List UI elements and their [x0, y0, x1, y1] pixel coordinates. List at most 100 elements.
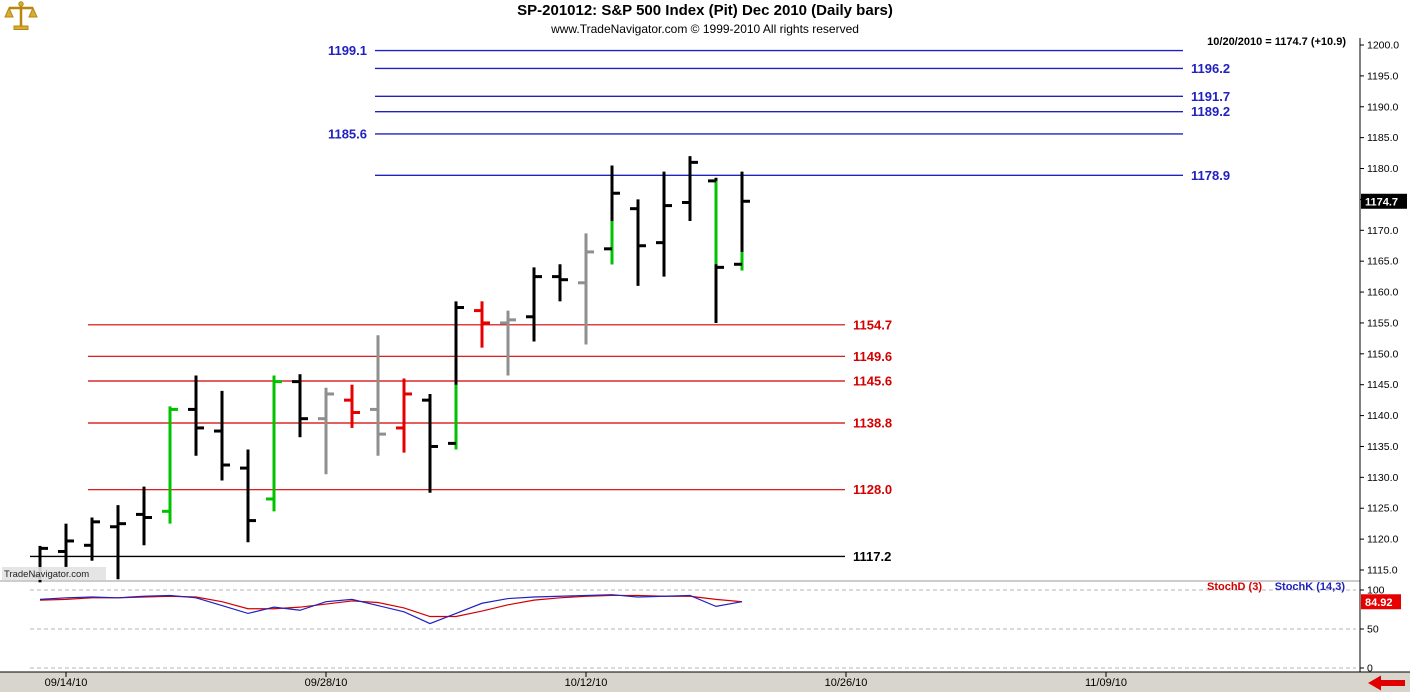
resistance-label: 1191.7	[1191, 89, 1230, 104]
price-bar-10/08/10	[526, 267, 542, 342]
bottom-axis-bar	[0, 672, 1410, 692]
price-bar-10/05/10	[448, 301, 464, 450]
price-axis-label: 1165.0	[1367, 256, 1398, 268]
price-axis-label: 1180.0	[1367, 163, 1398, 175]
support-label: 1138.8	[853, 416, 892, 431]
price-bar-09/27/10	[292, 374, 308, 438]
last-quote-readout: 10/20/2010 = 1174.7 (+10.9)	[1207, 36, 1346, 48]
price-bar-10/13/10	[604, 165, 620, 265]
stoch-gridlines	[30, 589, 1356, 669]
support-line-1145.6: 1145.6	[88, 374, 892, 389]
price-bar-09/21/10	[188, 375, 204, 456]
price-bar-10/20/10	[734, 171, 750, 271]
resistance-label: 1178.9	[1191, 168, 1230, 183]
price-axis-label: 1185.0	[1367, 132, 1398, 144]
support-line-1128.0: 1128.0	[88, 482, 892, 497]
price-bar-10/19/10	[708, 177, 724, 323]
resistance-label: 1196.2	[1191, 61, 1230, 76]
price-bar-10/11/10	[552, 264, 568, 302]
price-bar-09/15/10	[84, 517, 100, 561]
resistance-label: 1185.6	[328, 126, 367, 141]
stoch-value-badge: 84.92	[1361, 594, 1401, 610]
price-axis-label: 1130.0	[1367, 472, 1398, 484]
stochd-line	[39, 594, 743, 618]
chart-frame	[0, 38, 1410, 692]
price-axis-label: 1135.0	[1367, 441, 1398, 453]
resistance-line-1189.2: 1189.2	[375, 104, 1230, 119]
price-bar-10/07/10	[500, 310, 516, 376]
stoch-axis-label: 50	[1367, 624, 1379, 636]
svg-text:TradeNavigator.com: TradeNavigator.com	[4, 569, 89, 580]
price-bar-10/15/10	[656, 171, 672, 277]
price-axis-label: 1115.0	[1367, 565, 1398, 577]
trade-navigator-logo-icon[interactable]	[4, 1, 38, 36]
price-bar-10/06/10	[474, 301, 490, 348]
price-axis-label: 1200.0	[1367, 40, 1399, 52]
price-bar-09/16/10	[110, 505, 126, 580]
price-bar-09/30/10	[370, 335, 386, 456]
support-line-1154.7: 1154.7	[88, 317, 892, 332]
price-bar-09/20/10	[162, 406, 178, 524]
price-bar-09/14/10	[58, 523, 74, 567]
price-axis: 1200.01195.01190.01185.01180.01175.01170…	[1360, 40, 1399, 577]
svg-text:84.92: 84.92	[1365, 597, 1393, 609]
price-bar-09/29/10	[344, 384, 360, 428]
price-bar-09/28/10	[318, 387, 334, 475]
support-line-1138.8: 1138.8	[88, 416, 892, 431]
price-axis-label: 1190.0	[1367, 101, 1398, 113]
support-label: 1154.7	[853, 317, 892, 332]
price-bar-10/18/10	[682, 156, 698, 222]
svg-text:1174.7: 1174.7	[1365, 196, 1398, 208]
price-bar-10/04/10	[422, 393, 438, 493]
stochk-legend-label: StochK (14,3)	[1275, 581, 1346, 593]
resistance-line-1191.7: 1191.7	[375, 89, 1230, 104]
price-bars	[32, 156, 750, 583]
price-bar-09/17/10	[136, 486, 152, 546]
pivot-label: 1117.2	[853, 549, 891, 564]
scroll-left-arrow-button[interactable]	[1368, 675, 1405, 691]
price-axis-label: 1195.0	[1367, 70, 1398, 82]
price-bar-10/14/10	[630, 199, 646, 286]
price-axis-label: 1150.0	[1367, 348, 1398, 360]
resistance-line-1196.2: 1196.2	[375, 61, 1230, 76]
watermark: TradeNavigator.com	[2, 567, 106, 580]
price-axis-label: 1160.0	[1367, 287, 1398, 299]
price-bar-09/22/10	[214, 390, 230, 481]
resistance-label: 1199.1	[328, 43, 367, 58]
stoch-axis-label: 0	[1367, 663, 1373, 675]
price-axis-label: 1170.0	[1367, 225, 1398, 237]
price-axis-label: 1145.0	[1367, 379, 1398, 391]
price-axis-label: 1125.0	[1367, 503, 1398, 515]
price-axis-label: 1120.0	[1367, 534, 1398, 546]
support-lines: 1154.7 1149.6 1145.6 1138.8 1128.0	[88, 317, 892, 497]
price-axis-label: 1155.0	[1367, 317, 1398, 329]
resistance-line-1178.9: 1178.9	[375, 168, 1230, 183]
date-axis-label: 11/09/10	[1085, 677, 1127, 689]
last-price-badge: 1174.7	[1361, 193, 1407, 209]
resistance-label: 1189.2	[1191, 104, 1230, 119]
support-label: 1128.0	[853, 482, 892, 497]
stochk-line	[39, 594, 743, 625]
stoch-axis-label: 100	[1367, 585, 1385, 597]
date-axis-label: 09/28/10	[305, 677, 348, 689]
support-label: 1149.6	[853, 349, 892, 364]
stochd-legend-label: StochD (3)	[1207, 581, 1262, 593]
price-bar-10/12/10	[578, 233, 594, 345]
date-axis: 09/14/10 09/28/10 10/12/10 10/26/10 11/09/10	[45, 672, 1127, 689]
price-axis-label: 1140.0	[1367, 410, 1398, 422]
date-axis-label: 10/26/10	[825, 677, 868, 689]
date-axis-label: 09/14/10	[45, 677, 88, 689]
pivot-line: 1117.2	[30, 549, 891, 564]
date-axis-label: 10/12/10	[565, 677, 608, 689]
support-line-1149.6: 1149.6	[88, 349, 892, 364]
stoch-axis: 100 50 0	[1360, 585, 1385, 675]
stoch-legend: StochD (3) StochK (14,3)	[1207, 581, 1345, 593]
price-bar-10/01/10	[396, 378, 412, 453]
resistance-line-1185.6: 1185.6	[328, 126, 1183, 141]
price-bar-09/24/10	[266, 375, 282, 512]
price-bar-09/23/10	[240, 449, 256, 543]
support-label: 1145.6	[853, 374, 892, 389]
resistance-line-1199.1: 1199.1	[328, 43, 1183, 58]
